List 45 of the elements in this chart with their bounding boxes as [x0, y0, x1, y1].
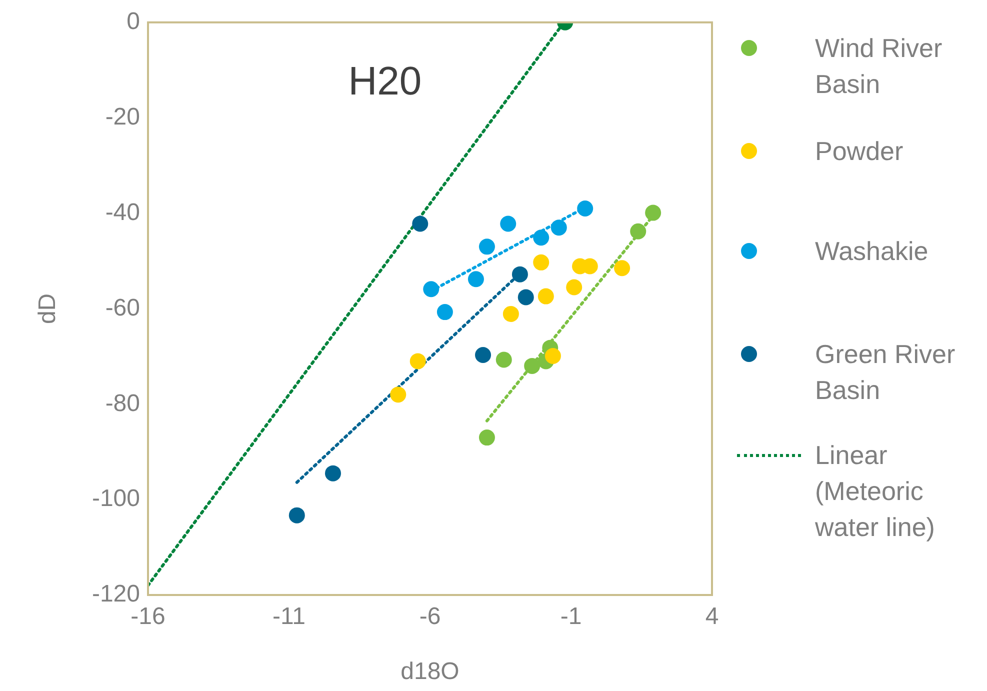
legend-label: Washakie — [815, 235, 930, 268]
point — [550, 220, 567, 236]
legend-label: Linear (Meteoric water line) — [815, 439, 936, 544]
legend-label: Green River Basin — [815, 338, 956, 407]
y-axis-title: dD — [34, 293, 62, 324]
point — [478, 238, 495, 255]
point — [645, 204, 662, 221]
point — [630, 223, 646, 240]
point — [412, 216, 428, 232]
y-tick-label: 0 — [126, 8, 140, 36]
point — [468, 271, 484, 288]
y-tick-label: -20 — [105, 103, 140, 130]
point — [436, 304, 453, 320]
point — [496, 352, 512, 368]
point — [288, 507, 305, 524]
x-tick-label: -1 — [560, 603, 582, 630]
y-tick-label: -60 — [105, 294, 140, 322]
point — [538, 288, 554, 304]
point — [390, 386, 406, 403]
annotation: H20 — [348, 59, 422, 104]
x-tick-label: -6 — [419, 603, 441, 630]
point — [614, 260, 630, 276]
x-tick-label: 4 — [705, 603, 719, 630]
point — [500, 216, 516, 232]
y-tick-label: -100 — [92, 485, 140, 512]
point — [423, 281, 440, 298]
point — [475, 346, 492, 363]
legend-label: Powder — [815, 135, 904, 168]
point — [533, 230, 550, 246]
point — [544, 348, 561, 364]
x-axis-title: d18O — [400, 658, 460, 686]
point — [577, 200, 594, 216]
point — [502, 306, 519, 322]
point — [566, 279, 582, 296]
y-tick-label: -40 — [105, 198, 140, 226]
point — [324, 465, 341, 482]
point — [518, 289, 534, 306]
point — [524, 358, 540, 374]
point — [512, 266, 528, 282]
point — [533, 254, 550, 270]
x-tick-label: -11 — [272, 603, 306, 630]
point — [410, 353, 426, 370]
point — [478, 430, 495, 446]
legend-label: Wind River Basin — [815, 32, 944, 101]
y-tick-label: -80 — [105, 390, 140, 417]
